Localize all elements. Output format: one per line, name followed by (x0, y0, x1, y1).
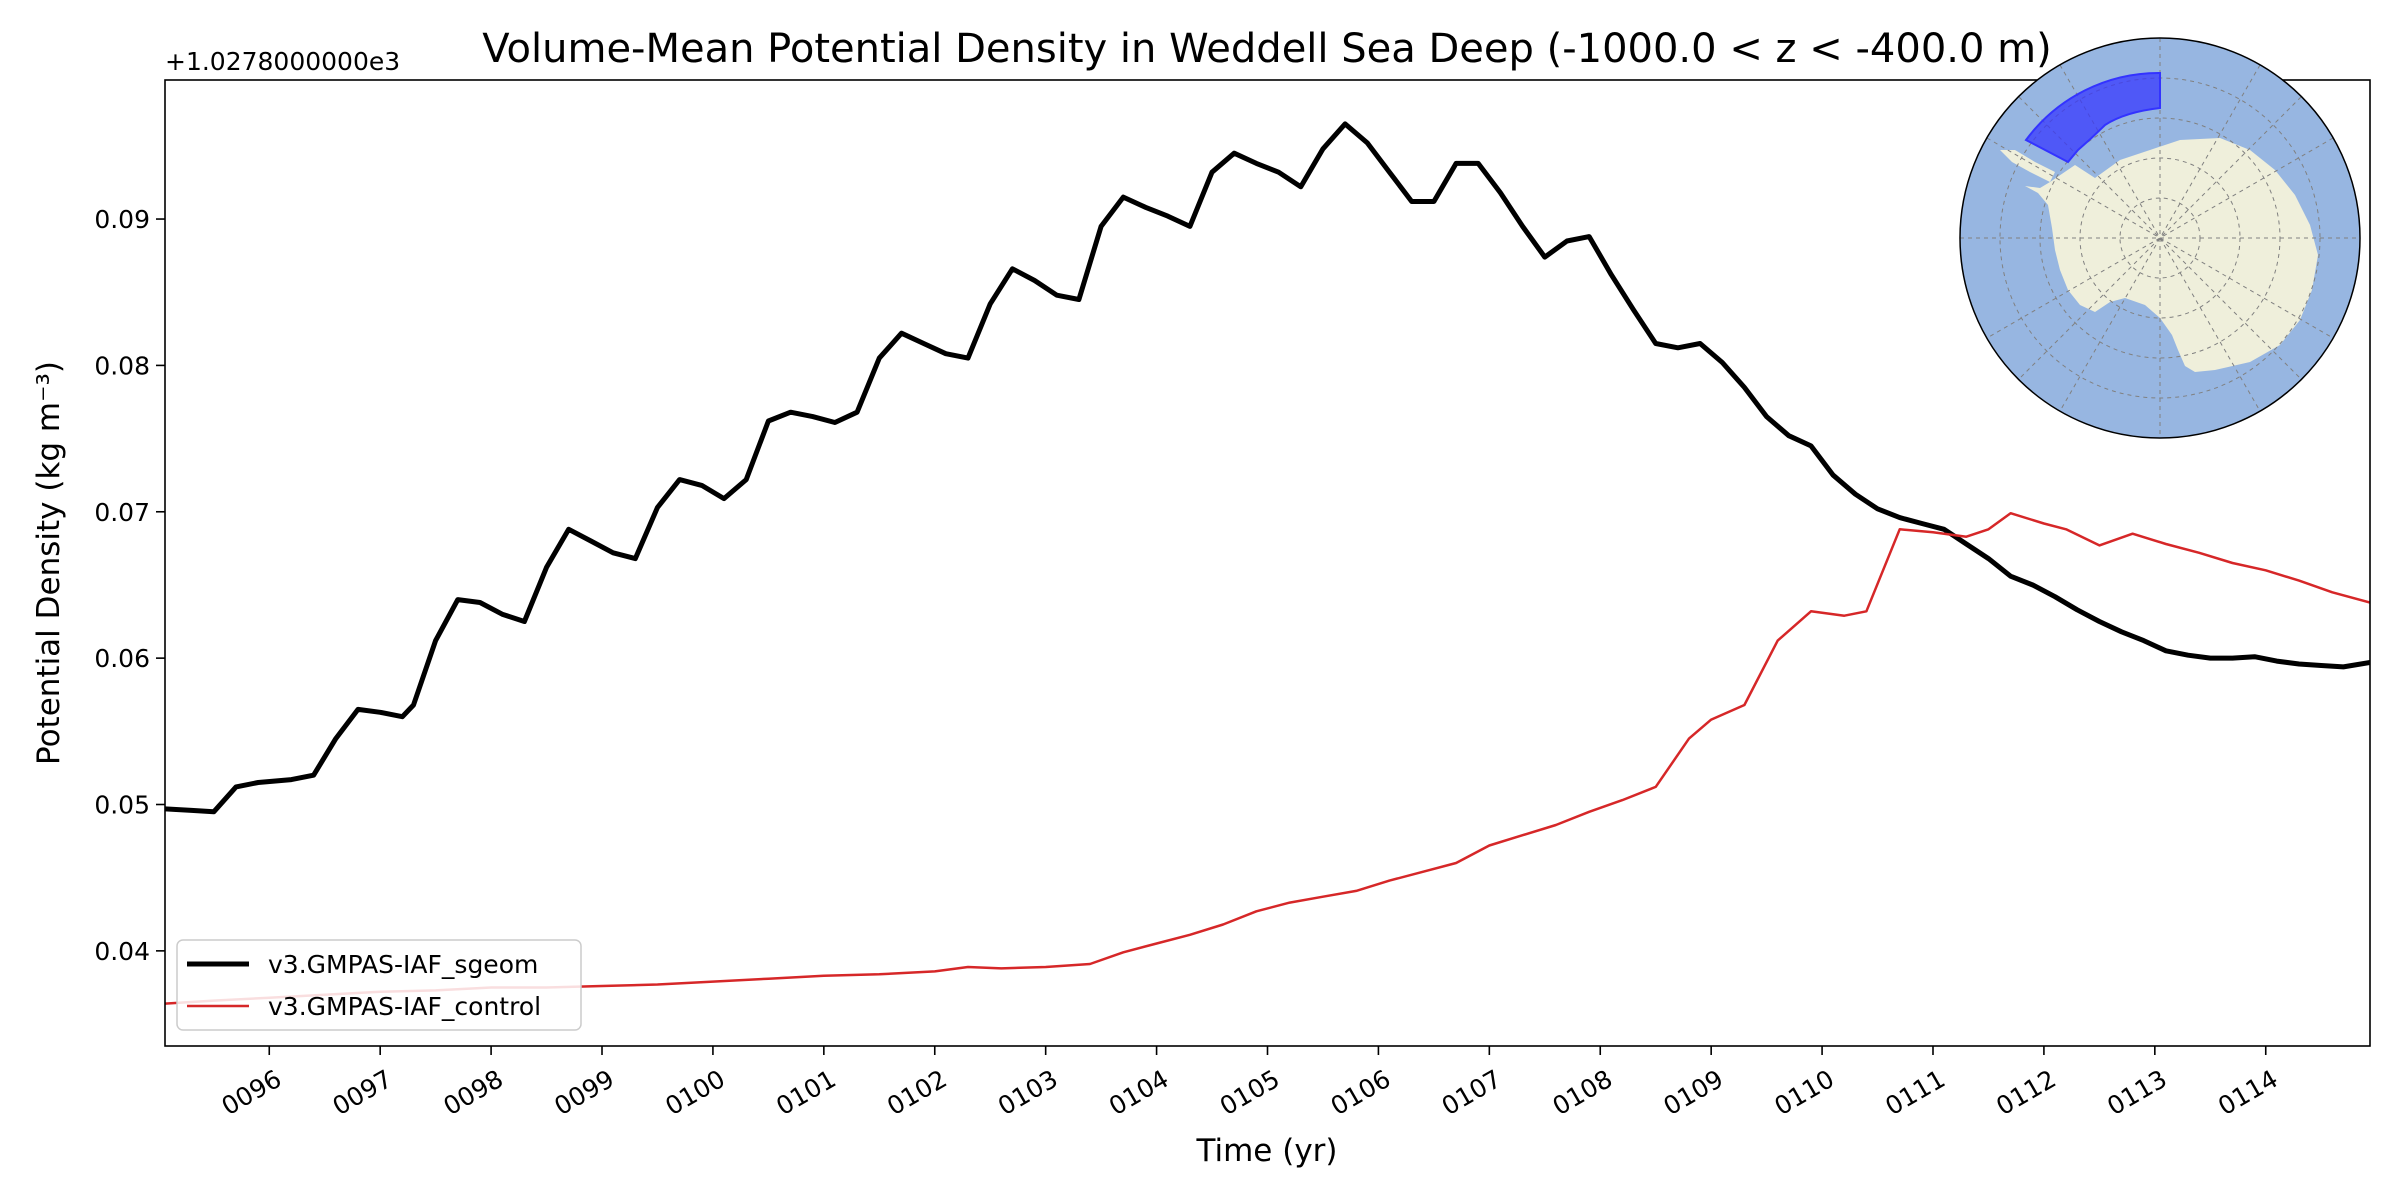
x-axis: 0096 0097 0098 0099 0100 0101 0102 0103 0104 0105… (217, 1046, 2283, 1121)
x-tick-label: 0108 (1548, 1064, 1618, 1121)
map-peninsula (2000, 150, 2055, 182)
x-tick-label: 0105 (1215, 1064, 1285, 1121)
y-axis: 0.04 0.05 0.06 0.07 0.08 0.09 (94, 205, 165, 966)
map-border (1959, 37, 2361, 439)
x-tick-label: 0098 (438, 1064, 508, 1121)
y-tick-label: 0.07 (94, 498, 150, 527)
series-line-sgeom (165, 121, 2370, 815)
x-tick-label: 0100 (660, 1064, 730, 1121)
y-tick-label: 0.08 (94, 351, 150, 380)
plot-series (165, 121, 2370, 1005)
x-tick-label: 0113 (2102, 1064, 2172, 1121)
y-tick-label: 0.04 (94, 937, 150, 966)
inset-map (1959, 37, 2361, 439)
x-tick-label: 0101 (771, 1064, 841, 1121)
x-tick-label: 0103 (993, 1064, 1063, 1121)
map-region-highlight (2024, 71, 2161, 164)
y-tick-label: 0.09 (94, 205, 150, 234)
x-tick-label: 0110 (1769, 1064, 1839, 1121)
x-tick-label: 0102 (882, 1064, 952, 1121)
legend-box (176, 939, 582, 1031)
y-tick-label: 0.05 (94, 791, 150, 820)
x-tick-label: 0107 (1437, 1064, 1507, 1121)
x-tick-label: 0109 (1659, 1064, 1729, 1121)
chart-title: Volume-Mean Potential Density in Weddell… (482, 26, 2051, 72)
x-tick-label: 0112 (1991, 1064, 2061, 1121)
x-tick-label: 0106 (1326, 1064, 1396, 1121)
x-tick-label: 0096 (217, 1064, 287, 1121)
x-tick-label: 0114 (2213, 1064, 2283, 1121)
legend-label-sgeom: v3.GMPAS-IAF_sgeom (268, 950, 538, 979)
y-tick-label: 0.06 (94, 644, 150, 673)
legend: v3.GMPAS-IAF_sgeom v3.GMPAS-IAF_control (176, 939, 582, 1031)
x-tick-label: 0104 (1104, 1064, 1174, 1121)
y-axis-label: Potential Density (kg m⁻³) (31, 361, 67, 765)
series-line-control (165, 511, 2370, 1005)
map-antarctica (2025, 138, 2318, 372)
legend-label-control: v3.GMPAS-IAF_control (268, 992, 541, 1021)
x-tick-label: 0097 (328, 1064, 398, 1121)
y-offset-label: +1.0278000000e3 (165, 47, 400, 76)
x-tick-label: 0099 (549, 1064, 619, 1121)
x-axis-label: Time (yr) (1196, 1133, 1338, 1169)
x-tick-label: 0111 (1880, 1064, 1950, 1121)
